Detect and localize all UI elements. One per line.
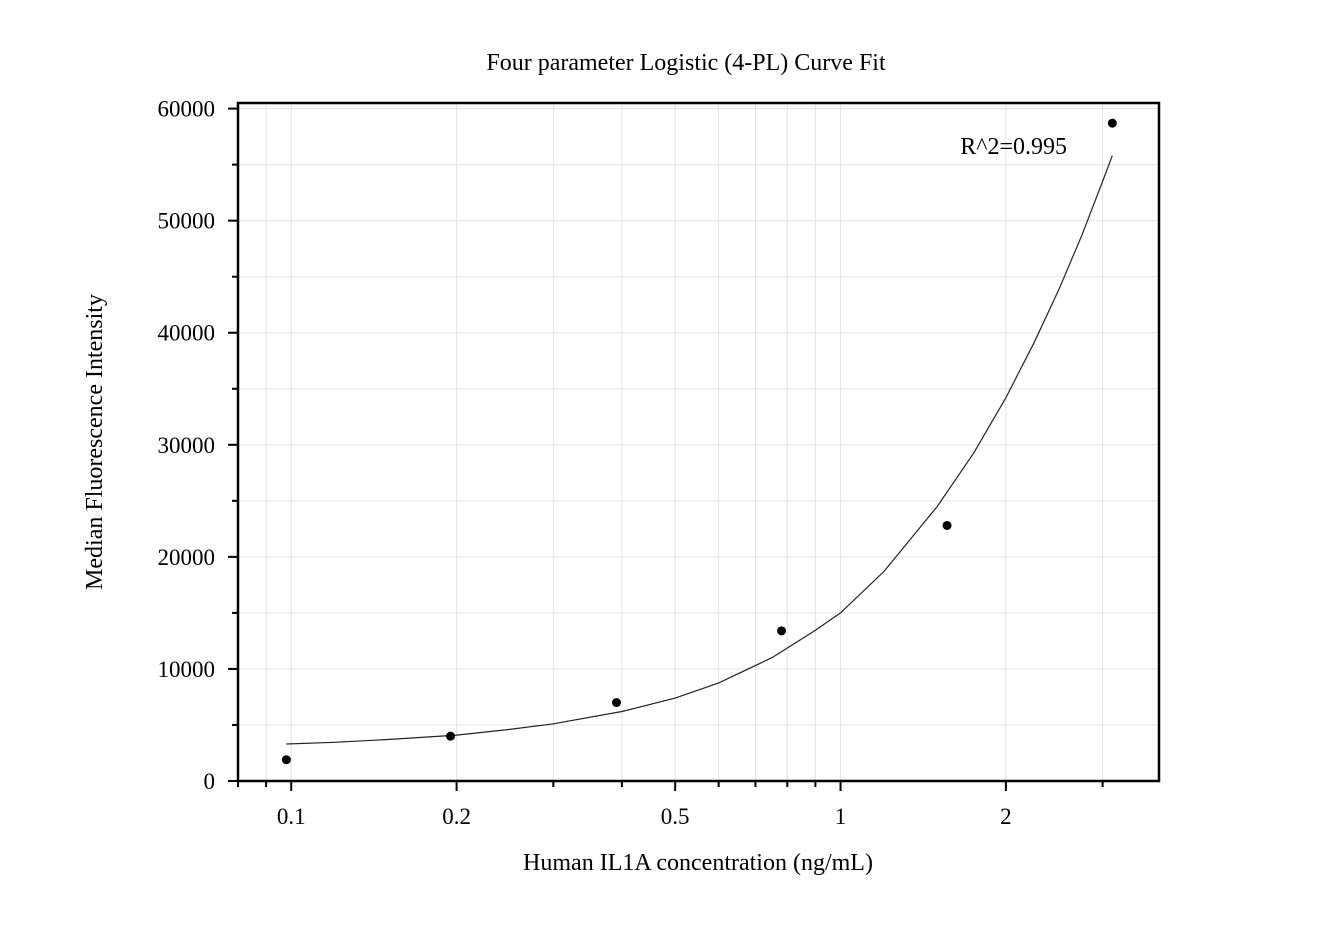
y-tick-label: 30000 (158, 433, 216, 458)
plot-frame (236, 101, 1161, 783)
data-point (612, 698, 622, 708)
data-point (942, 520, 952, 530)
y-tick-label: 20000 (158, 545, 216, 570)
axes: 0.1 0.2 0.5 1 2 0 10000 20000 30000 40000 50000 600… (158, 97, 1104, 829)
fit-curve-group (286, 155, 1113, 745)
y-axis-label: Median Fluorescence Intensity (82, 294, 108, 590)
x-tick-label: 0.1 (277, 804, 306, 829)
data-point (446, 731, 456, 741)
grid (237, 103, 1159, 781)
chart-title: Four parameter Logistic (4-PL) Curve Fit (486, 50, 886, 76)
x-tick-label: 0.5 (661, 804, 690, 829)
y-tick-label: 10000 (158, 657, 216, 682)
data-point (281, 755, 291, 765)
y-tick-label: 50000 (158, 209, 216, 234)
y-tick-label: 0 (204, 769, 216, 794)
fit-curve (286, 155, 1113, 745)
r-squared-annotation: R^2=0.995 (960, 134, 1067, 160)
x-tick-label: 1 (835, 804, 847, 829)
data-point (1107, 118, 1117, 128)
x-tick-label: 0.2 (442, 804, 471, 829)
y-tick-label: 40000 (158, 321, 216, 346)
data-points (281, 118, 1117, 765)
x-axis-label: Human IL1A concentration (ng/mL) (523, 850, 873, 876)
x-tick-label: 2 (1000, 804, 1012, 829)
y-tick-label: 60000 (158, 97, 216, 122)
data-point (777, 626, 787, 636)
